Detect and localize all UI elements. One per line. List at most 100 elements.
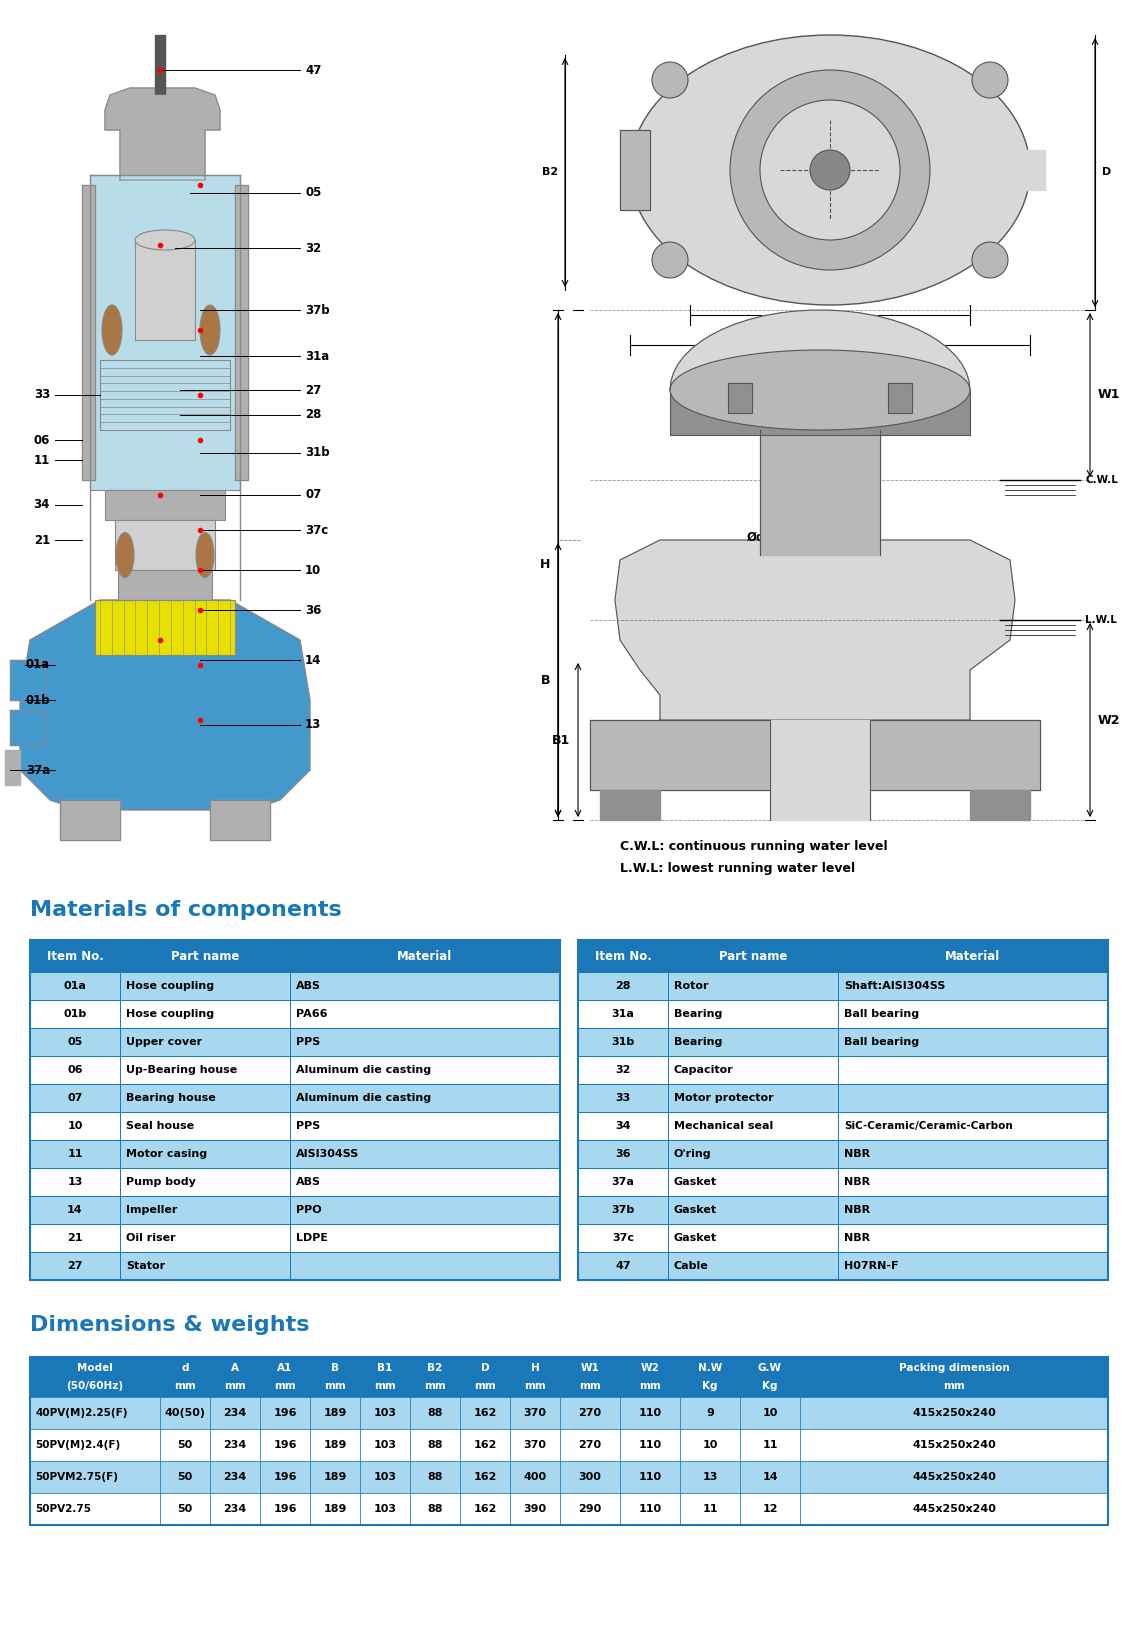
Bar xyxy=(310,1428,360,1461)
Bar xyxy=(620,1356,680,1397)
Bar xyxy=(680,1397,739,1428)
Text: O'ring: O'ring xyxy=(674,1148,711,1160)
Text: B: B xyxy=(541,673,550,686)
Bar xyxy=(120,1112,290,1140)
Bar xyxy=(739,1356,800,1397)
Bar xyxy=(668,1001,838,1029)
Text: 162: 162 xyxy=(473,1504,497,1514)
Bar xyxy=(290,1057,560,1084)
Text: Gasket: Gasket xyxy=(674,1206,717,1215)
Text: 36: 36 xyxy=(615,1148,631,1160)
Text: 37a: 37a xyxy=(612,1178,634,1188)
Text: Aluminum die casting: Aluminum die casting xyxy=(296,1093,431,1102)
Bar xyxy=(290,1029,560,1057)
Ellipse shape xyxy=(630,34,1030,305)
Text: W1: W1 xyxy=(580,1363,599,1373)
Text: C.W.L: continuous running water level: C.W.L: continuous running water level xyxy=(620,840,887,853)
Bar xyxy=(290,1196,560,1224)
Bar xyxy=(360,1461,410,1492)
Text: 11: 11 xyxy=(702,1504,718,1514)
Text: ABS: ABS xyxy=(296,981,321,991)
Bar xyxy=(30,940,120,971)
Bar xyxy=(578,1196,668,1224)
Text: 31b: 31b xyxy=(305,447,330,460)
Text: 196: 196 xyxy=(273,1440,297,1450)
Bar xyxy=(680,1428,739,1461)
Polygon shape xyxy=(82,185,95,480)
Circle shape xyxy=(653,242,688,278)
Polygon shape xyxy=(590,721,1040,790)
Text: 01a: 01a xyxy=(26,658,50,672)
Text: 14: 14 xyxy=(762,1473,778,1482)
Bar xyxy=(135,241,195,341)
Text: H: H xyxy=(540,559,550,572)
Text: 31b: 31b xyxy=(612,1037,634,1047)
Text: (50/60Hz): (50/60Hz) xyxy=(67,1381,123,1391)
Text: Bearing house: Bearing house xyxy=(126,1093,216,1102)
Text: Motor casing: Motor casing xyxy=(126,1148,207,1160)
Text: Bearing: Bearing xyxy=(674,1009,723,1019)
Bar xyxy=(120,1001,290,1029)
Text: PPO: PPO xyxy=(296,1206,322,1215)
Text: 37b: 37b xyxy=(305,303,330,316)
Text: 13: 13 xyxy=(305,719,322,732)
Circle shape xyxy=(809,151,850,190)
Text: 40(50): 40(50) xyxy=(165,1409,205,1419)
Bar xyxy=(578,1112,668,1140)
Bar xyxy=(668,1057,838,1084)
Bar xyxy=(578,1224,668,1251)
Text: mm: mm xyxy=(579,1381,601,1391)
Bar xyxy=(838,1112,1108,1140)
Polygon shape xyxy=(669,310,970,390)
Text: 33: 33 xyxy=(615,1093,631,1102)
Bar xyxy=(560,1356,620,1397)
Text: 50: 50 xyxy=(177,1440,193,1450)
Text: 196: 196 xyxy=(273,1473,297,1482)
Text: Pump body: Pump body xyxy=(126,1178,195,1188)
Bar xyxy=(30,1001,120,1029)
Polygon shape xyxy=(10,660,45,699)
Bar xyxy=(120,1140,290,1168)
Bar xyxy=(668,1112,838,1140)
Bar xyxy=(260,1428,310,1461)
Text: Ball bearing: Ball bearing xyxy=(844,1009,919,1019)
Text: 50PVM2.75(F): 50PVM2.75(F) xyxy=(35,1473,119,1482)
Text: 234: 234 xyxy=(224,1440,246,1450)
Bar xyxy=(260,1492,310,1525)
Bar xyxy=(160,1397,210,1428)
Bar xyxy=(578,940,1108,1279)
Bar xyxy=(30,940,560,1279)
Text: B: B xyxy=(331,1363,339,1373)
Bar xyxy=(668,971,838,1001)
Bar xyxy=(105,490,225,519)
Text: 270: 270 xyxy=(578,1440,602,1450)
Bar xyxy=(838,1084,1108,1112)
Bar xyxy=(120,971,290,1001)
Bar xyxy=(30,1461,160,1492)
Bar xyxy=(310,1461,360,1492)
Bar xyxy=(669,390,970,436)
Text: 162: 162 xyxy=(473,1473,497,1482)
Text: Ball bearing: Ball bearing xyxy=(844,1037,919,1047)
Bar xyxy=(800,1461,1108,1492)
Bar xyxy=(460,1356,510,1397)
Polygon shape xyxy=(10,709,45,745)
Text: 110: 110 xyxy=(638,1409,662,1419)
Text: 01b: 01b xyxy=(25,693,50,706)
Text: 12: 12 xyxy=(762,1504,778,1514)
Bar xyxy=(838,1251,1108,1279)
Text: 01b: 01b xyxy=(63,1009,87,1019)
Bar xyxy=(310,1397,360,1428)
Bar xyxy=(210,1356,260,1397)
Text: mm: mm xyxy=(639,1381,660,1391)
Text: 21: 21 xyxy=(68,1233,82,1243)
Text: 110: 110 xyxy=(638,1440,662,1450)
Text: 234: 234 xyxy=(224,1409,246,1419)
Bar xyxy=(160,1356,210,1397)
Bar xyxy=(290,1168,560,1196)
Text: 162: 162 xyxy=(473,1440,497,1450)
Text: 14: 14 xyxy=(305,654,322,667)
Bar xyxy=(560,1461,620,1492)
Text: 50: 50 xyxy=(177,1504,193,1514)
Text: 47: 47 xyxy=(305,64,322,77)
